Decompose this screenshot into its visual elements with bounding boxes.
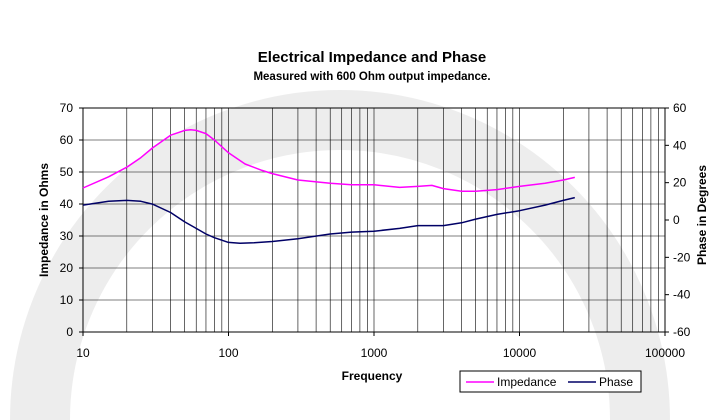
y2-tick-label: -40 (673, 288, 691, 302)
y-axis-right: -60 -40 -20 0 20 40 60 (665, 101, 691, 339)
y-tick-label: 60 (60, 133, 74, 147)
x-axis: 10 100 1000 10000 100000 (76, 332, 685, 360)
y-axis-right-title: Phase in Degrees (695, 165, 709, 265)
legend-label-impedance: Impedance (497, 375, 557, 389)
x-tick-label: 1000 (361, 346, 388, 360)
legend-box (459, 370, 642, 393)
x-tick-label: 10 (76, 346, 90, 360)
y2-tick-label: 0 (673, 213, 680, 227)
series-line-phase (82, 196, 575, 245)
y-tick-label: 30 (60, 229, 74, 243)
y2-tick-label: -60 (673, 325, 691, 339)
legend: Impedance Phase (459, 370, 642, 393)
series-layer (82, 129, 575, 245)
legend-label-phase: Phase (599, 375, 633, 389)
y-tick-label: 10 (60, 293, 74, 307)
y2-tick-label: 20 (673, 176, 687, 190)
y2-tick-label: 60 (673, 101, 687, 115)
x-tick-label: 100 (218, 346, 238, 360)
x-axis-title: Frequency (342, 369, 403, 383)
grid-lines (83, 108, 665, 332)
y-tick-label: 20 (60, 261, 74, 275)
y2-tick-label: -20 (673, 250, 691, 264)
y-tick-label: 0 (66, 325, 73, 339)
x-tick-label: 100000 (645, 346, 685, 360)
y-axis-left: 0 10 20 30 40 50 60 70 (60, 101, 83, 339)
series-line-impedance (82, 129, 575, 192)
y-tick-label: 50 (60, 165, 74, 179)
y2-tick-label: 40 (673, 138, 687, 152)
y-axis-left-title: Impedance in Ohms (37, 163, 51, 277)
chart-title: Electrical Impedance and Phase (258, 49, 486, 66)
y-tick-label: 40 (60, 197, 74, 211)
x-tick-label: 10000 (503, 346, 537, 360)
y-tick-label: 70 (60, 101, 74, 115)
chart-subtitle: Measured with 600 Ohm output impedance. (253, 71, 490, 83)
watermark-shape (10, 90, 670, 420)
